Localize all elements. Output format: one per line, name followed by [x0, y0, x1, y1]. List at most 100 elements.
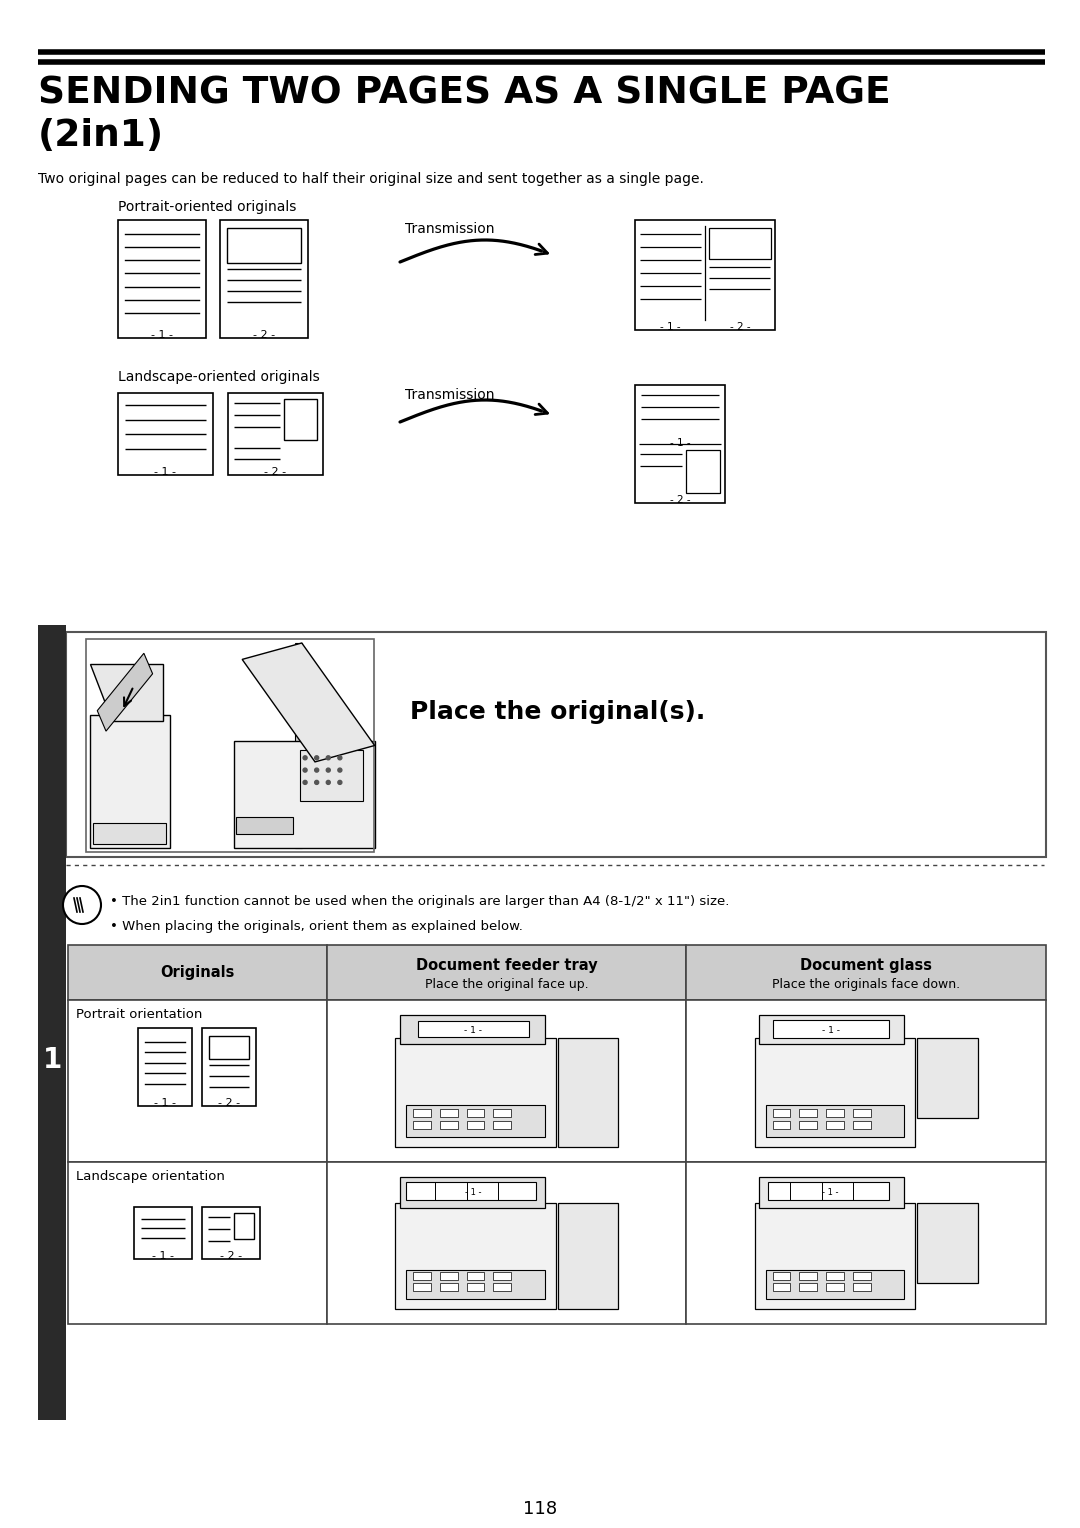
Bar: [467, 1284, 485, 1291]
Circle shape: [326, 781, 330, 784]
Bar: [400, 1177, 544, 1209]
Bar: [494, 1122, 511, 1129]
Circle shape: [63, 886, 102, 924]
Text: 118: 118: [523, 1500, 557, 1517]
Bar: [202, 1028, 256, 1106]
Bar: [413, 1273, 431, 1280]
Bar: [327, 1161, 687, 1323]
Text: Place the original face up.: Place the original face up.: [424, 978, 589, 992]
Bar: [406, 1105, 544, 1137]
Text: - 1 -: - 1 -: [670, 439, 690, 448]
Text: Place the original(s).: Place the original(s).: [410, 700, 705, 724]
Bar: [558, 1203, 618, 1309]
Text: Originals: Originals: [160, 966, 234, 979]
Text: - 2 -: - 2 -: [218, 1099, 241, 1108]
Text: - 2 -: - 2 -: [253, 330, 275, 341]
Bar: [772, 1122, 791, 1129]
Bar: [68, 1161, 327, 1323]
Polygon shape: [242, 643, 375, 762]
Bar: [766, 1270, 904, 1299]
Text: - 1 -: - 1 -: [151, 330, 173, 341]
Bar: [799, 1273, 818, 1280]
Bar: [210, 1036, 249, 1059]
Circle shape: [314, 781, 319, 784]
Bar: [413, 1284, 431, 1291]
Text: Transmission: Transmission: [405, 388, 495, 402]
Bar: [118, 393, 213, 475]
Bar: [284, 399, 318, 440]
Bar: [853, 1273, 870, 1280]
Bar: [558, 1039, 618, 1148]
Bar: [826, 1109, 843, 1117]
Bar: [826, 1273, 843, 1280]
Bar: [494, 1109, 511, 1117]
Bar: [759, 1177, 904, 1209]
Circle shape: [326, 769, 330, 772]
Text: - 1 -: - 1 -: [465, 1189, 482, 1196]
Bar: [134, 1207, 192, 1259]
Bar: [440, 1273, 458, 1280]
Bar: [467, 1109, 485, 1117]
Text: Document glass: Document glass: [800, 958, 932, 973]
Bar: [227, 228, 301, 263]
Bar: [772, 1109, 791, 1117]
Bar: [826, 1122, 843, 1129]
Bar: [300, 750, 363, 801]
Bar: [202, 1207, 260, 1259]
Circle shape: [338, 781, 342, 784]
Polygon shape: [90, 663, 163, 721]
Text: Document feeder tray: Document feeder tray: [416, 958, 597, 973]
Bar: [395, 1039, 556, 1148]
Bar: [467, 1122, 485, 1129]
Text: Landscape-oriented originals: Landscape-oriented originals: [118, 370, 320, 384]
Bar: [327, 944, 687, 999]
Bar: [220, 220, 308, 338]
Bar: [413, 1109, 431, 1117]
Bar: [295, 643, 301, 848]
Bar: [799, 1284, 818, 1291]
Bar: [406, 1181, 536, 1201]
Bar: [853, 1122, 870, 1129]
Bar: [38, 625, 66, 1420]
Polygon shape: [97, 654, 152, 732]
Bar: [772, 1019, 889, 1039]
Bar: [772, 1284, 791, 1291]
Text: - 1 -: - 1 -: [660, 322, 680, 332]
Text: - 1 -: - 1 -: [464, 1025, 483, 1034]
Bar: [766, 1105, 904, 1137]
Text: - 2 -: - 2 -: [265, 468, 286, 477]
Bar: [228, 393, 323, 475]
Bar: [755, 1203, 915, 1309]
Circle shape: [326, 756, 330, 759]
Bar: [799, 1122, 818, 1129]
Bar: [138, 1028, 192, 1106]
Bar: [406, 1270, 544, 1299]
Text: • The 2in1 function cannot be used when the originals are larger than A4 (8-1/2": • The 2in1 function cannot be used when …: [110, 895, 729, 908]
Text: - 1 -: - 1 -: [822, 1025, 839, 1034]
Bar: [400, 1015, 544, 1044]
Text: Portrait orientation: Portrait orientation: [76, 1008, 202, 1021]
Text: Two original pages can be reduced to half their original size and sent together : Two original pages can be reduced to hal…: [38, 173, 704, 186]
Bar: [687, 944, 1045, 999]
Bar: [413, 1122, 431, 1129]
Circle shape: [303, 756, 307, 759]
Circle shape: [303, 769, 307, 772]
Bar: [853, 1284, 870, 1291]
Bar: [440, 1284, 458, 1291]
Circle shape: [314, 756, 319, 759]
Bar: [234, 1213, 255, 1239]
Bar: [327, 999, 687, 1161]
Text: Portrait-oriented originals: Portrait-oriented originals: [118, 200, 296, 214]
Bar: [440, 1122, 458, 1129]
Text: Place the originals face down.: Place the originals face down.: [772, 978, 960, 992]
Text: - 2 -: - 2 -: [220, 1251, 243, 1261]
Bar: [66, 633, 1047, 857]
Text: - 2 -: - 2 -: [670, 495, 690, 504]
Bar: [918, 1039, 977, 1118]
Text: - 1 -: - 1 -: [154, 1099, 176, 1108]
Bar: [86, 639, 374, 853]
Bar: [635, 385, 725, 503]
Bar: [93, 824, 165, 843]
Text: 1: 1: [42, 1047, 62, 1074]
Bar: [635, 220, 775, 330]
